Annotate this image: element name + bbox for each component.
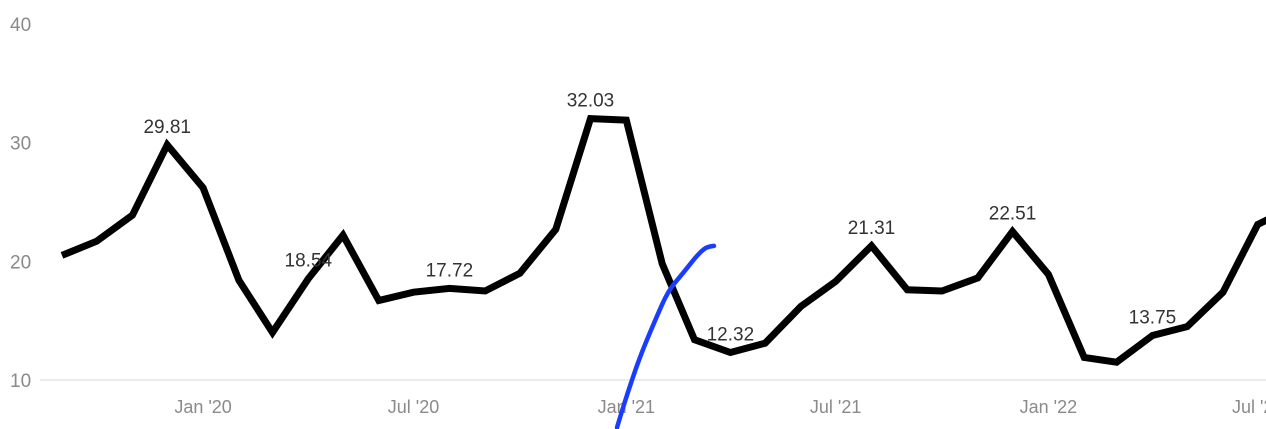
data-label: 22.51	[989, 204, 1037, 225]
x-axis-ticks: Jan '20 Jul '20 Jan '21 Jul '21 Jan '22 Jul '…	[174, 397, 1266, 417]
series-line-main	[60, 114, 1266, 366]
y-axis-ticks: 10 20 30 40	[10, 15, 31, 392]
x-tick-label: Jul '21	[810, 397, 861, 417]
y-tick-label: 40	[10, 15, 31, 36]
y-tick-label: 30	[10, 134, 31, 155]
y-tick-label: 20	[10, 252, 31, 273]
data-label: 12.32	[707, 324, 755, 345]
data-labels: 29.81 18.54 17.72 32.03 12.32 21.31 22.51 13.75…	[143, 91, 1177, 346]
series-line-blue	[614, 243, 717, 429]
x-tick-label: Jan '20	[174, 397, 231, 417]
x-tick-label: Jan '21	[598, 397, 655, 417]
x-tick-label: Jan '22	[1020, 397, 1077, 417]
data-label: 21.31	[848, 218, 896, 239]
series-layer	[60, 114, 1266, 429]
data-label: 18.54	[285, 251, 333, 272]
data-label: 17.72	[426, 260, 474, 281]
data-label: 32.03	[567, 91, 615, 112]
data-label: 29.81	[143, 117, 191, 138]
x-tick-label: Jul '20	[388, 397, 439, 417]
x-tick-label: Jul '22	[1232, 397, 1266, 417]
data-label: 13.75	[1129, 308, 1177, 329]
y-tick-label: 10	[10, 371, 31, 392]
